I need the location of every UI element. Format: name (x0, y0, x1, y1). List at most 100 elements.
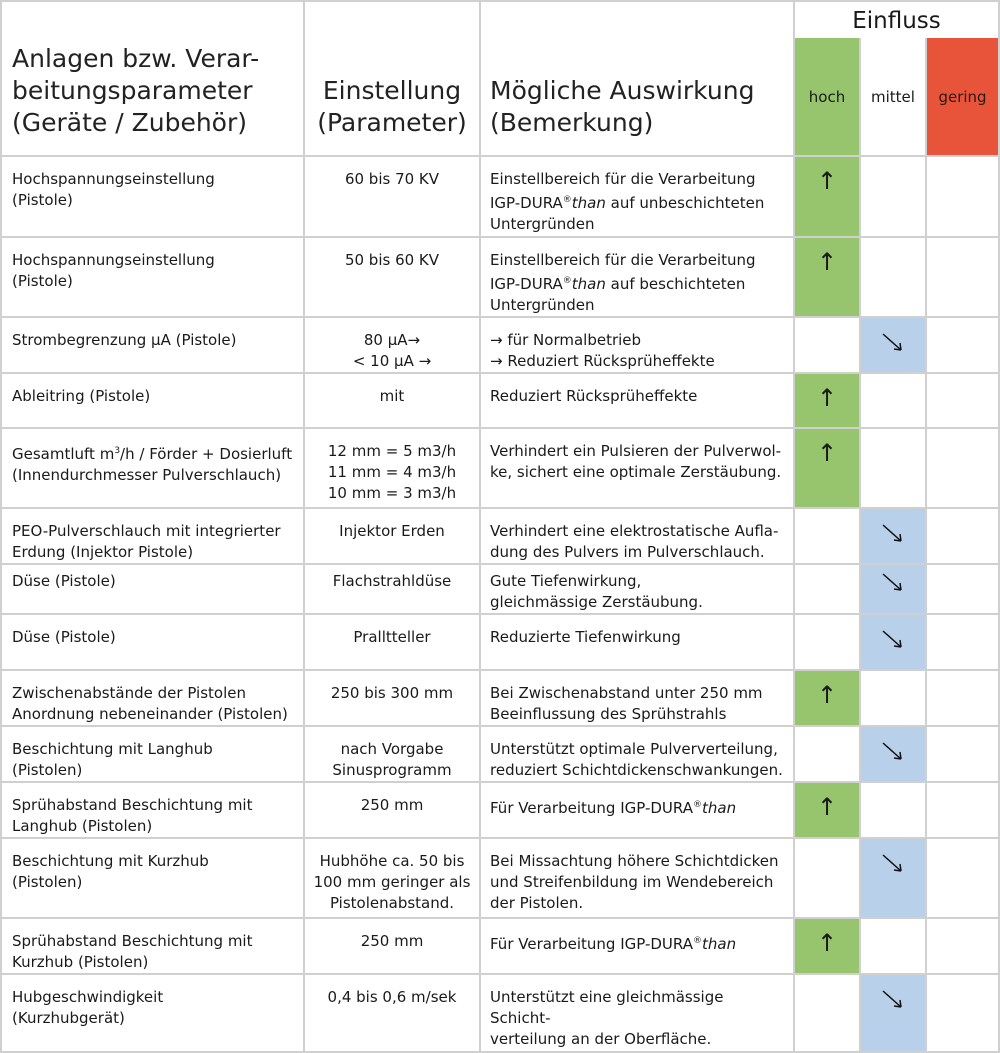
arrow-down-right-icon (882, 573, 902, 591)
einfluss-mittel-cell (859, 507, 927, 565)
level-hoch-header: hoch (793, 38, 861, 157)
parameter-cell: Zwischenabstände der Pistolen Anordnung … (0, 669, 305, 727)
einfluss-hoch-cell (793, 973, 861, 1053)
parameter-text: Hochspannungseinstellung (12, 170, 215, 188)
arrow-up-icon: ↑ (816, 439, 838, 467)
parameter-text: (Pistole) (12, 191, 73, 209)
effect-text: Verhindert eine elektrostatische Aufla- (490, 522, 779, 540)
setting-text: < 10 µA → (352, 352, 432, 370)
table-row: Beschichtung mit Langhub (Pistolen) nach… (0, 725, 1000, 783)
parameter-cell: Hubgeschwindigkeit (Kurzhubgerät) (0, 973, 305, 1053)
einfluss-gering-cell (924, 316, 1000, 374)
arrow-down-right-icon (882, 990, 902, 1008)
effect-text: verteilung an der Oberfläche. (490, 1030, 712, 1048)
parameter-text: Strombegrenzung µA (Pistole) (12, 331, 237, 349)
parameter-text: Zwischenabstände der Pistolen (12, 684, 246, 702)
parameter-cell: Sprühabstand Beschichtung mit Kurzhub (P… (0, 917, 305, 975)
table-row: Gesamtluft m3/h / Förder + Dosierluft (I… (0, 427, 1000, 509)
effect-text: Untergründen (490, 215, 595, 233)
parameter-text: Düse (Pistole) (12, 572, 116, 590)
einfluss-gering-cell (924, 613, 1000, 671)
column-header-parameter: Anlagen bzw. Verar- beitungsparameter (G… (0, 0, 305, 156)
registered-mark: ® (692, 936, 702, 946)
effect-text: → für Normalbetrieb (490, 331, 642, 349)
header-param-line-3: (Geräte / Zubehör) (12, 108, 247, 137)
setting-cell: 80 µA→ < 10 µA → (303, 316, 481, 374)
parameter-text: Beschichtung mit Kurzhub (12, 852, 209, 870)
einfluss-mittel-cell (859, 669, 927, 727)
effect-cell: Einstellbereich für die Verarbeitung IGP… (479, 155, 795, 238)
setting-text: 50 bis 60 KV (344, 251, 440, 269)
setting-text: Flachstrahldüse (332, 572, 452, 590)
einfluss-hoch-cell (793, 316, 861, 374)
arrow-down-right-icon (882, 742, 902, 760)
setting-text: 250 mm (360, 932, 424, 950)
einfluss-hoch-cell: ↑ (793, 781, 861, 839)
einfluss-hoch-cell (793, 725, 861, 783)
header-row-top: Anlagen bzw. Verar- beitungsparameter (G… (0, 0, 1000, 156)
product-suffix: than (701, 799, 737, 817)
parameter-cell: Strombegrenzung µA (Pistole) (0, 316, 305, 374)
arrow-down-right-icon (882, 524, 902, 542)
einfluss-gering-cell (924, 372, 1000, 429)
setting-cell: Injektor Erden (303, 507, 481, 565)
parameter-text-part: Gesamtluft m (12, 445, 115, 463)
product-name: IGP-DURA (490, 275, 563, 293)
registered-mark: ® (562, 195, 572, 205)
parameter-text: (Pistolen) (12, 761, 83, 779)
einfluss-hoch-cell (793, 613, 861, 671)
effect-text: IGP-DURA®than auf unbeschichteten (490, 190, 787, 214)
setting-text: 12 mm = 5 m3/h (327, 442, 457, 460)
arrow-up-icon: ↑ (816, 793, 838, 821)
product-suffix: than (701, 935, 737, 953)
parameter-text: Hochspannungseinstellung (12, 251, 215, 269)
parameter-cell: Hochspannungseinstellung (Pistole) (0, 236, 305, 318)
effect-text-tail: auf unbeschichteten (605, 194, 765, 212)
einfluss-mittel-cell (859, 781, 927, 839)
einfluss-gering-cell (924, 973, 1000, 1053)
einfluss-gering-cell (924, 236, 1000, 318)
table-row: Hubgeschwindigkeit (Kurzhubgerät) 0,4 bi… (0, 973, 1000, 1053)
einfluss-gering-cell (924, 917, 1000, 975)
setting-text: Pralltteller (353, 628, 431, 646)
setting-text: 11 mm = 4 m3/h (327, 463, 457, 481)
effect-text-part: Für Verarbeitung IGP-DURA (490, 799, 693, 817)
level-mittel-header: mittel (859, 38, 927, 157)
effect-text: Einstellbereich für die Verarbeitung (490, 170, 756, 188)
einfluss-hoch-cell: ↑ (793, 669, 861, 727)
setting-text: Pistolenabstand. (329, 894, 455, 912)
setting-text: nach Vorgabe (340, 740, 444, 758)
parameter-text: (Pistole) (12, 272, 73, 290)
effect-text: Untergründen (490, 296, 595, 314)
parameter-text: Düse (Pistole) (12, 628, 116, 646)
parameter-text: (Kurzhubgerät) (12, 1009, 125, 1027)
einfluss-gering-cell (924, 155, 1000, 238)
setting-cell: Hubhöhe ca. 50 bis 100 mm geringer als P… (303, 837, 481, 919)
product-suffix: than (571, 275, 606, 293)
table-row: Hochspannungseinstellung (Pistole) 50 bi… (0, 236, 1000, 318)
effect-text: Einstellbereich für die Verarbeitung (490, 251, 756, 269)
einfluss-hoch-cell: ↑ (793, 372, 861, 429)
parameter-text: Ableitring (Pistole) (12, 387, 151, 405)
table-row: Düse (Pistole) Pralltteller Reduzierte T… (0, 613, 1000, 671)
einfluss-mittel-cell (859, 372, 927, 429)
parameter-cell: Hochspannungseinstellung (Pistole) (0, 155, 305, 238)
product-name: IGP-DURA (490, 194, 563, 212)
effect-cell: Für Verarbeitung IGP-DURA®than (479, 917, 795, 975)
effect-text: Gute Tiefenwirkung, (490, 572, 642, 590)
effect-cell: Verhindert eine elektrostatische Aufla- … (479, 507, 795, 565)
column-header-effect: Mögliche Auswirkung (Bemerkung) (479, 0, 795, 156)
parameter-text: PEO-Pulverschlauch mit integrierter (12, 522, 281, 540)
header-setting-line-2: (Parameter) (317, 108, 467, 137)
einfluss-gering-cell (924, 669, 1000, 727)
effect-text: Reduzierte Tiefenwirkung (490, 628, 681, 646)
setting-cell: mit (303, 372, 481, 429)
effect-text: ke, sichert eine optimale Zerstäubung. (490, 463, 782, 481)
setting-text: Hubhöhe ca. 50 bis (319, 852, 465, 870)
table-row: Zwischenabstände der Pistolen Anordnung … (0, 669, 1000, 727)
einfluss-mittel-cell (859, 427, 927, 509)
arrow-up-icon: ↑ (816, 929, 838, 957)
setting-text: 0,4 bis 0,6 m/sek (327, 988, 457, 1006)
table-row: Hochspannungseinstellung (Pistole) 60 bi… (0, 155, 1000, 238)
einfluss-hoch-cell: ↑ (793, 236, 861, 318)
